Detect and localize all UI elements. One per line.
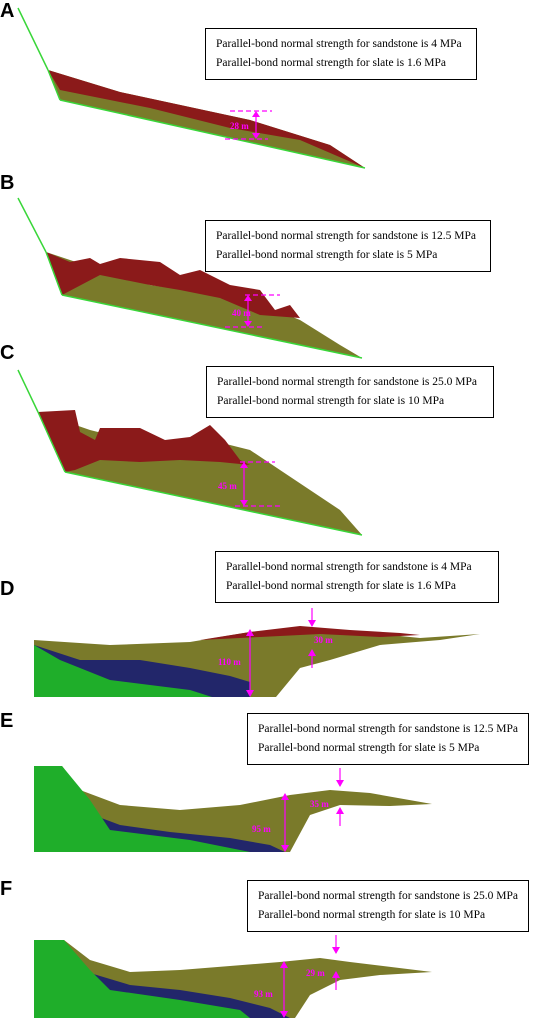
- caption-e-line1: Parallel-bond normal strength for sandst…: [258, 723, 518, 735]
- measure-a-1: 28 m: [230, 121, 249, 131]
- caption-d-line1: Parallel-bond normal strength for sandst…: [226, 561, 472, 573]
- panel-e-model: [34, 766, 432, 852]
- measure-f-2: 93 m: [254, 989, 273, 999]
- caption-box-d: Parallel-bond normal strength for sandst…: [215, 551, 499, 603]
- panel-b-model: [17, 197, 363, 359]
- measure-e-2: 95 m: [252, 824, 271, 834]
- measure-b-1: 40 m: [232, 308, 251, 318]
- measure-c-1: 45 m: [218, 481, 237, 491]
- caption-box-f: Parallel-bond normal strength for sandst…: [247, 880, 529, 932]
- caption-a-line2: Parallel-bond normal strength for slate …: [216, 57, 446, 69]
- measure-d-2: 110 m: [218, 657, 241, 667]
- caption-a-line1: Parallel-bond normal strength for sandst…: [216, 38, 462, 50]
- panel-letter-c: C: [0, 342, 15, 364]
- panel-letter-d: D: [0, 578, 15, 600]
- caption-b-line1: Parallel-bond normal strength for sandst…: [216, 230, 476, 242]
- caption-box-a: Parallel-bond normal strength for sandst…: [205, 28, 477, 80]
- panel-letter-b: B: [0, 172, 15, 194]
- panel-c-model: [17, 369, 363, 536]
- caption-c-line1: Parallel-bond normal strength for sandst…: [217, 376, 477, 388]
- caption-f-line2: Parallel-bond normal strength for slate …: [258, 909, 486, 921]
- caption-c-line2: Parallel-bond normal strength for slate …: [217, 395, 445, 407]
- panel-d-model: [34, 608, 480, 697]
- panel-letter-f: F: [0, 878, 13, 900]
- panel-letter-e: E: [0, 710, 14, 732]
- panel-f-model: [34, 935, 432, 1018]
- caption-e-line2: Parallel-bond normal strength for slate …: [258, 742, 480, 754]
- measure-f-1: 29 m: [306, 968, 325, 978]
- caption-d-line2: Parallel-bond normal strength for slate …: [226, 580, 456, 592]
- panel-letter-a: A: [0, 0, 15, 22]
- caption-b-line2: Parallel-bond normal strength for slate …: [216, 249, 438, 261]
- caption-box-e: Parallel-bond normal strength for sandst…: [247, 713, 529, 765]
- measure-e-1: 35 m: [310, 799, 329, 809]
- caption-box-c: Parallel-bond normal strength for sandst…: [206, 366, 494, 418]
- caption-f-line1: Parallel-bond normal strength for sandst…: [258, 890, 518, 902]
- measure-d-1: 30 m: [314, 635, 333, 645]
- caption-box-b: Parallel-bond normal strength for sandst…: [205, 220, 491, 272]
